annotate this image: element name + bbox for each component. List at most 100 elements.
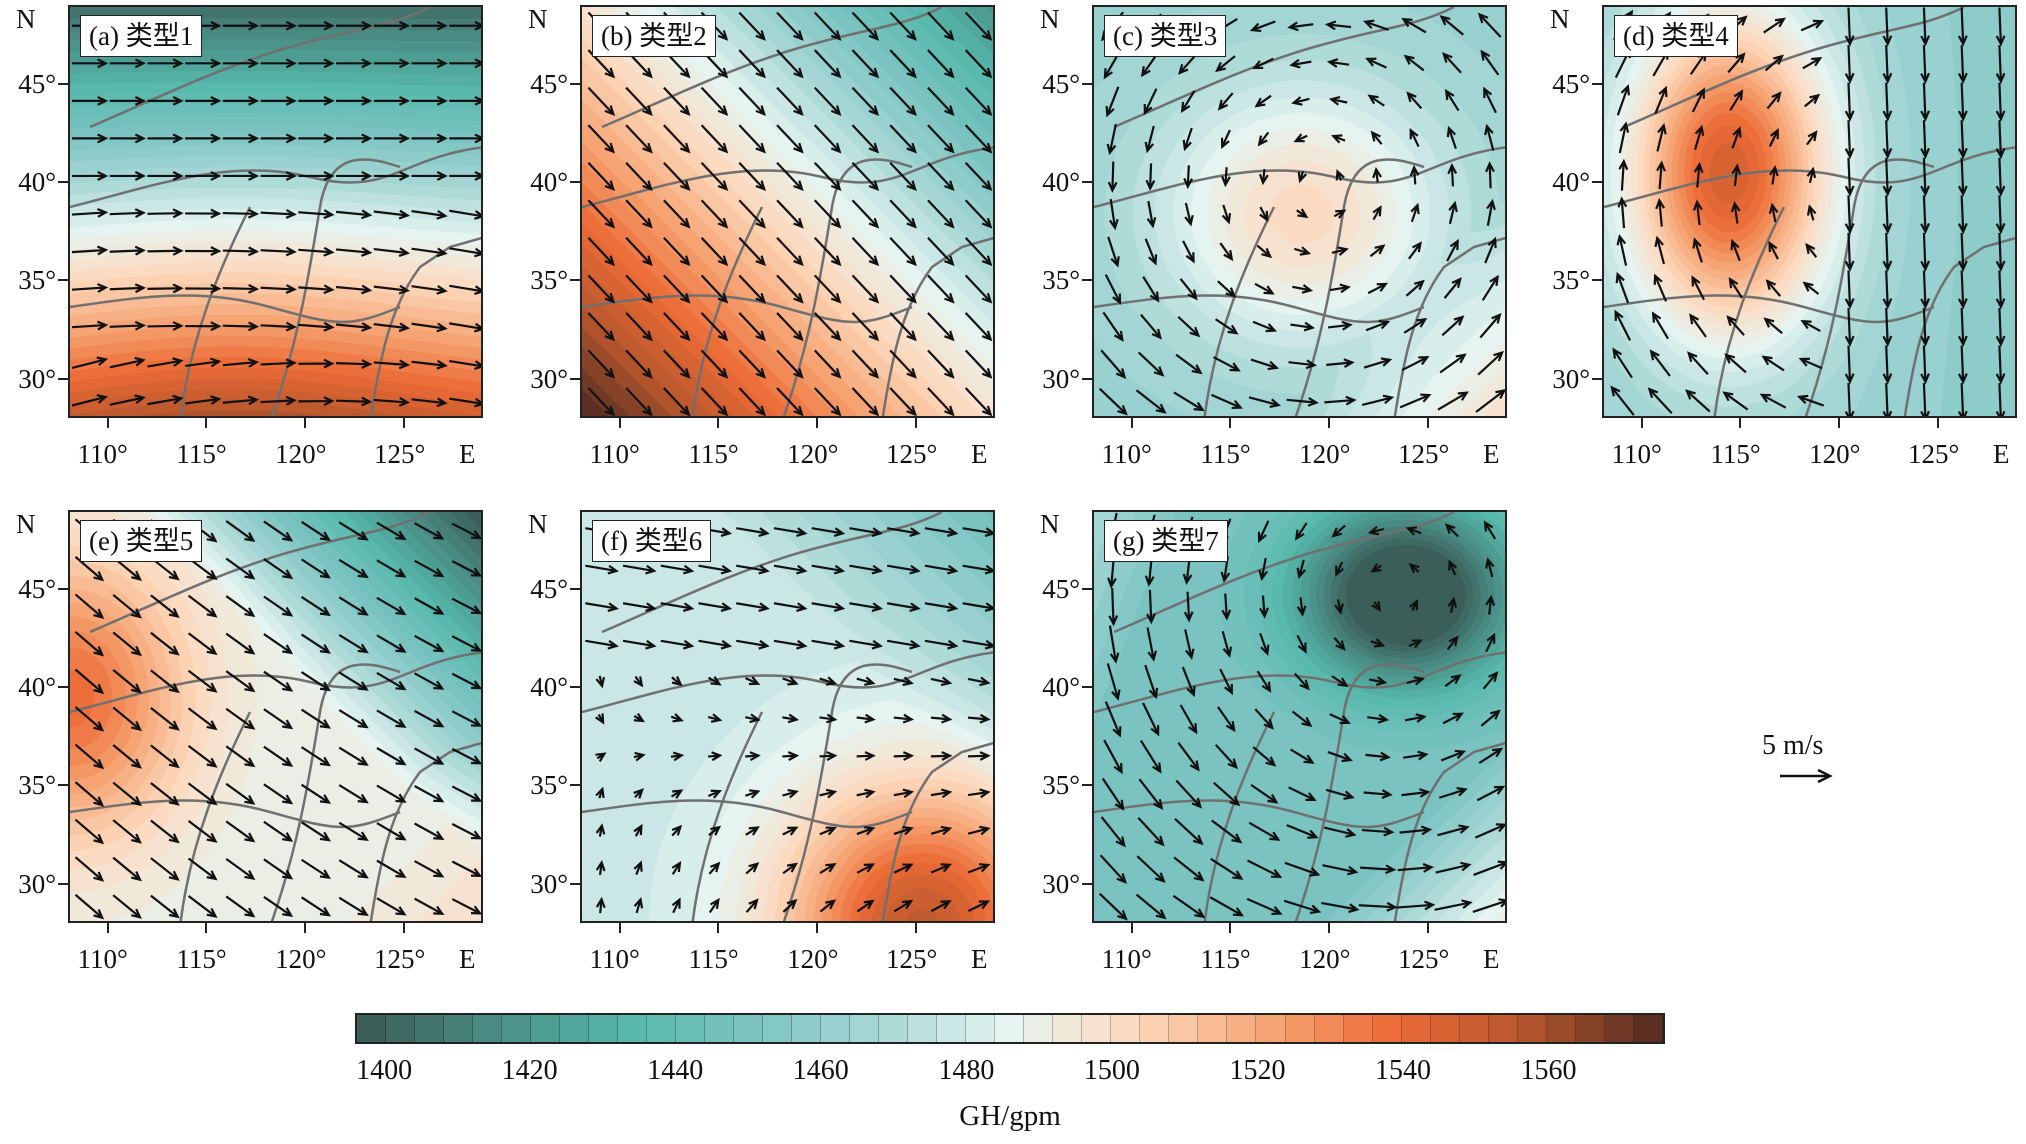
wind-arrow — [1248, 396, 1281, 408]
wind-arrow — [663, 387, 691, 416]
wind-arrow — [851, 312, 880, 342]
wind-arrow — [1920, 307, 1931, 347]
wind-arrow — [886, 527, 921, 537]
x-tick-label: 110° — [1101, 439, 1152, 469]
wind-arrow — [1324, 20, 1352, 31]
wind-arrow — [708, 825, 722, 837]
wind-arrow — [449, 284, 481, 295]
wind-arrow — [1217, 280, 1237, 298]
wind-arrow — [1957, 195, 1968, 235]
wind-arrow — [112, 856, 142, 882]
wind-arrow — [1107, 161, 1118, 193]
wind-arrow — [109, 245, 147, 256]
wind-arrow — [1259, 632, 1270, 656]
wind-arrow — [886, 639, 921, 650]
y-tick-mark — [570, 82, 580, 85]
wind-arrow — [1219, 242, 1234, 262]
wind-arrow — [1334, 599, 1344, 615]
wind-arrow — [1618, 121, 1630, 154]
wind-arrow — [1144, 238, 1158, 266]
wind-arrow — [71, 283, 109, 293]
wind-arrow — [927, 237, 955, 267]
wind-arrow — [964, 86, 993, 116]
wind-arrow — [1177, 742, 1200, 772]
wind-arrow — [968, 751, 991, 761]
wind-arrow — [1403, 318, 1428, 334]
wind-arrow — [927, 86, 955, 116]
wind-arrow — [851, 161, 880, 192]
wind-arrow — [449, 20, 481, 31]
colorbar-tick-label: 1540 — [1375, 1055, 1431, 1086]
wind-arrow — [1610, 385, 1635, 416]
wind-arrow — [1447, 596, 1458, 613]
colorbar-cell — [1053, 1015, 1083, 1042]
y-tick-mark — [58, 181, 68, 183]
wind-arrow — [924, 602, 959, 613]
wind-arrow — [336, 20, 373, 31]
wind-arrow — [736, 527, 770, 537]
wind-arrow — [74, 818, 105, 845]
wind-arrow — [150, 782, 180, 806]
wind-arrow — [700, 274, 729, 304]
wind-arrow — [782, 713, 800, 724]
wind-arrow — [595, 675, 606, 689]
map-frame — [1092, 510, 1507, 923]
wind-arrow — [263, 820, 294, 842]
wind-arrow — [1844, 157, 1855, 197]
wind-arrow — [773, 639, 808, 650]
wind-arrow — [587, 349, 616, 379]
wind-arrow — [451, 710, 481, 727]
wind-arrow — [222, 20, 260, 31]
wind-arrow — [962, 564, 993, 575]
wind-arrow — [700, 387, 729, 416]
wind-arrow — [738, 349, 766, 379]
wind-arrow — [707, 751, 723, 762]
wind-arrow — [745, 898, 759, 913]
wind-arrow — [625, 86, 653, 116]
x-tick-label: 125° — [373, 944, 426, 974]
wind-arrow — [300, 896, 332, 917]
wind-arrow — [1409, 127, 1420, 148]
wind-arrow — [587, 124, 616, 154]
wind-arrow — [738, 199, 766, 229]
wind-arrow — [222, 171, 260, 181]
wind-arrow — [1327, 320, 1353, 331]
wind-arrow — [336, 58, 373, 69]
wind-arrow — [338, 671, 369, 691]
wind-arrow — [1437, 391, 1469, 411]
wind-arrow — [222, 357, 260, 368]
wind-arrow — [1693, 124, 1705, 151]
wind-arrow — [1106, 663, 1121, 701]
wind-arrow — [1142, 276, 1160, 303]
wind-arrow — [150, 707, 180, 731]
wind-arrow — [260, 95, 297, 106]
wind-arrow — [1181, 666, 1196, 698]
wind-arrow — [1297, 170, 1307, 184]
wind-arrow — [1256, 244, 1273, 259]
wind-arrow — [1101, 777, 1125, 811]
wind-arrow — [967, 900, 991, 912]
wind-arrow — [260, 20, 297, 31]
colorbar-cell — [1285, 1015, 1315, 1042]
wind-arrow — [74, 556, 105, 582]
wind-arrow — [595, 823, 606, 837]
map-frame — [68, 510, 483, 923]
colorbar-cell — [1430, 1015, 1460, 1042]
wind-arrow — [1444, 674, 1462, 688]
x-tick-mark — [205, 418, 208, 428]
wind-arrow — [338, 859, 369, 879]
wind-arrow — [71, 320, 109, 331]
wind-arrow — [1882, 45, 1893, 85]
wind-arrow — [1294, 672, 1310, 691]
wind-arrow — [1691, 275, 1705, 301]
wind-arrow — [411, 20, 448, 31]
wind-arrow — [962, 639, 993, 650]
panel-c: (c) 类型3 45° 40° 35° 30° 110° 115° 120° 125° N E — [1040, 5, 1507, 468]
panel-label: (b) 类型2 — [592, 15, 716, 57]
wind-arrow — [889, 124, 917, 154]
wind-arrow — [451, 785, 481, 802]
province-boundary — [1094, 146, 1505, 209]
map-frame — [1602, 5, 2017, 418]
wind-arrow — [1806, 130, 1818, 146]
wind-arrow — [187, 782, 218, 806]
